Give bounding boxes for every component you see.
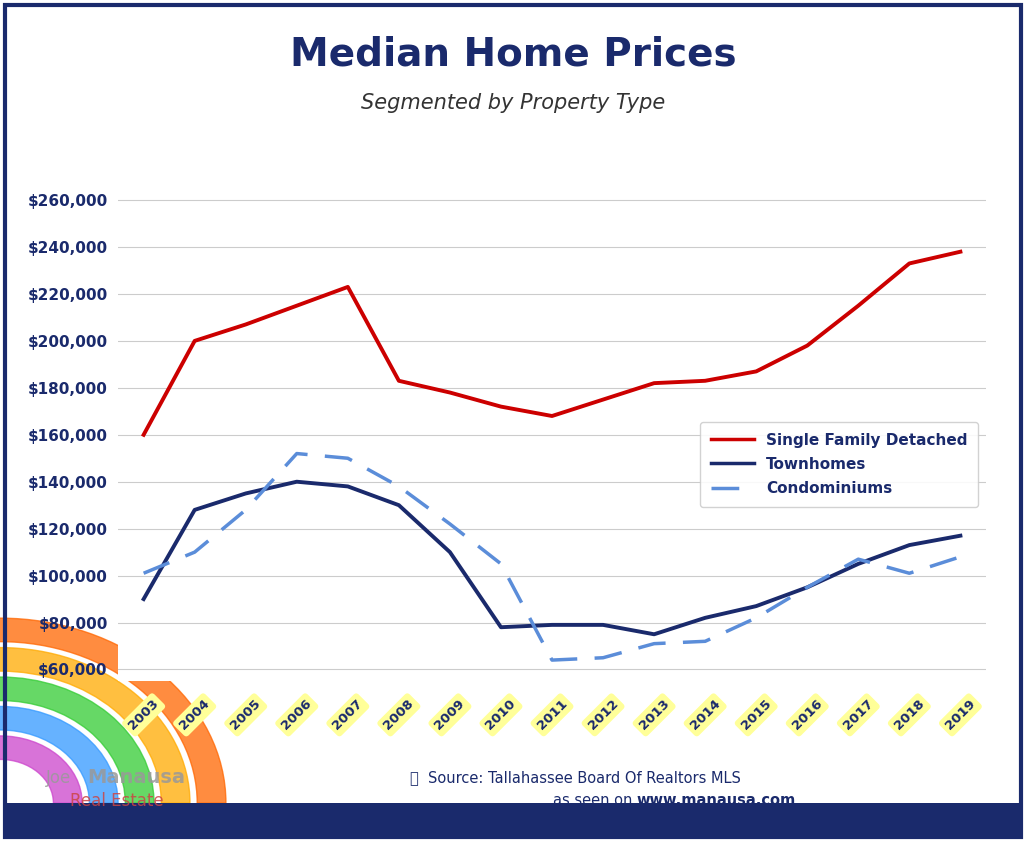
- Text: 2006: 2006: [279, 697, 314, 733]
- Text: 2017: 2017: [841, 697, 876, 733]
- Wedge shape: [0, 648, 190, 803]
- Text: 2015: 2015: [738, 697, 773, 733]
- Text: 2019: 2019: [943, 697, 978, 733]
- Text: www.manausa.com: www.manausa.com: [637, 793, 796, 808]
- Text: 2016: 2016: [790, 697, 825, 733]
- Text: 2003: 2003: [126, 697, 161, 733]
- Text: 2018: 2018: [891, 697, 927, 733]
- Text: 2011: 2011: [534, 697, 570, 733]
- Wedge shape: [0, 618, 226, 803]
- Text: Joe: Joe: [46, 769, 72, 787]
- Text: 🖐  Source: Tallahassee Board Of Realtors MLS: 🖐 Source: Tallahassee Board Of Realtors …: [410, 770, 740, 785]
- Text: 2010: 2010: [484, 697, 519, 733]
- Text: Median Home Prices: Median Home Prices: [291, 35, 736, 74]
- Text: 2004: 2004: [177, 697, 213, 733]
- Wedge shape: [0, 706, 118, 803]
- Text: 2009: 2009: [432, 697, 467, 733]
- Text: 2012: 2012: [585, 697, 620, 733]
- Text: Real Estate: Real Estate: [70, 791, 163, 810]
- Text: 2014: 2014: [687, 697, 723, 733]
- FancyBboxPatch shape: [5, 803, 1021, 837]
- Wedge shape: [0, 736, 82, 803]
- Text: as seen on: as seen on: [553, 793, 637, 808]
- Text: 2007: 2007: [331, 697, 366, 733]
- Text: Segmented by Property Type: Segmented by Property Type: [362, 93, 665, 113]
- Text: 2008: 2008: [381, 697, 417, 733]
- Text: 2013: 2013: [637, 697, 672, 733]
- Text: _______________: _______________: [637, 804, 730, 817]
- Text: 2005: 2005: [228, 697, 263, 733]
- Wedge shape: [0, 677, 154, 803]
- Legend: Single Family Detached, Townhomes, Condominiums: Single Family Detached, Townhomes, Condo…: [700, 422, 979, 506]
- Text: Manausa: Manausa: [87, 769, 185, 787]
